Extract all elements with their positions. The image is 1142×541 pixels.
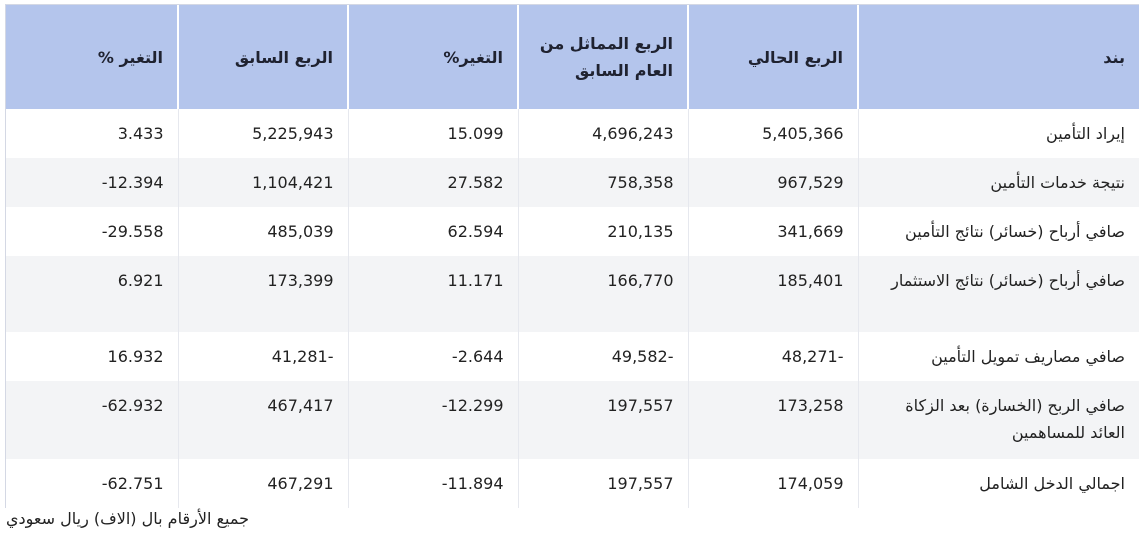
row-change-qoq: 29.558- [6,207,178,256]
table-row: صافي أرباح (خسائر) نتائج الاستثمار 185,4… [6,256,1139,332]
row-previous: 485,039 [177,207,348,256]
row-same-last-year: 4,696,243 [517,109,688,158]
row-current: 185,401 [687,256,858,332]
row-item: نتيجة خدمات التأمين [857,158,1139,207]
row-same-last-year: 210,135 [517,207,688,256]
row-change-yoy: 15.099 [347,109,518,158]
header-previous-quarter: الربع السابق [177,5,348,109]
table-row: صافي الربح (الخسارة) بعد الزكاة العائد ل… [6,381,1139,459]
row-same-last-year: 197,557 [517,459,688,508]
row-same-last-year: 197,557 [517,381,688,459]
row-previous: 467,417 [177,381,348,459]
header-same-quarter-last-year: الربع المماثل من العام السابق [517,5,688,109]
header-item: بند [857,5,1139,109]
row-current: 967,529 [687,158,858,207]
row-previous: 467,291 [177,459,348,508]
row-current: 341,669 [687,207,858,256]
row-previous: 5,225,943 [177,109,348,158]
financial-results-table-container: بند الربع الحالي الربع المماثل من العام … [5,4,1139,508]
row-change-qoq: 3.433 [6,109,178,158]
header-change-qoq: التغير % [6,5,178,109]
row-change-qoq: 12.394- [6,158,178,207]
header-change-yoy: التغير% [347,5,518,109]
row-change-qoq: 62.751- [6,459,178,508]
row-item: صافي مصاريف تمويل التأمين [857,332,1139,381]
row-current: 174,059 [687,459,858,508]
row-item: إيراد التأمين [857,109,1139,158]
row-same-last-year: -49,582 [517,332,688,381]
row-previous: 173,399 [177,256,348,332]
row-change-yoy: 11.894- [347,459,518,508]
row-item: صافي أرباح (خسائر) نتائج التأمين [857,207,1139,256]
row-previous: -41,281 [177,332,348,381]
row-change-yoy: 2.644- [347,332,518,381]
row-change-qoq: 6.921 [6,256,178,332]
row-change-yoy: 12.299- [347,381,518,459]
header-current-quarter: الربع الحالي [687,5,858,109]
row-current: -48,271 [687,332,858,381]
row-item: صافي الربح (الخسارة) بعد الزكاة العائد ل… [857,381,1139,459]
row-previous: 1,104,421 [177,158,348,207]
table-row: نتيجة خدمات التأمين 967,529 758,358 27.5… [6,158,1139,207]
row-change-yoy: 11.171 [347,256,518,332]
row-same-last-year: 166,770 [517,256,688,332]
table-header-row: بند الربع الحالي الربع المماثل من العام … [6,5,1139,109]
row-item: صافي أرباح (خسائر) نتائج الاستثمار [857,256,1139,332]
row-same-last-year: 758,358 [517,158,688,207]
table-row: صافي أرباح (خسائر) نتائج التأمين 341,669… [6,207,1139,256]
row-change-yoy: 27.582 [347,158,518,207]
table-row: إيراد التأمين 5,405,366 4,696,243 15.099… [6,109,1139,158]
table-row: اجمالي الدخل الشامل 174,059 197,557 11.8… [6,459,1139,508]
row-change-qoq: 62.932- [6,381,178,459]
row-change-yoy: 62.594 [347,207,518,256]
table-row: صافي مصاريف تمويل التأمين -48,271 -49,58… [6,332,1139,381]
row-item: اجمالي الدخل الشامل [857,459,1139,508]
row-current: 173,258 [687,381,858,459]
row-current: 5,405,366 [687,109,858,158]
units-footnote: جميع الأرقام بال (الاف) ريال سعودي [6,509,249,528]
row-change-qoq: 16.932 [6,332,178,381]
financial-results-table: بند الربع الحالي الربع المماثل من العام … [6,5,1139,508]
